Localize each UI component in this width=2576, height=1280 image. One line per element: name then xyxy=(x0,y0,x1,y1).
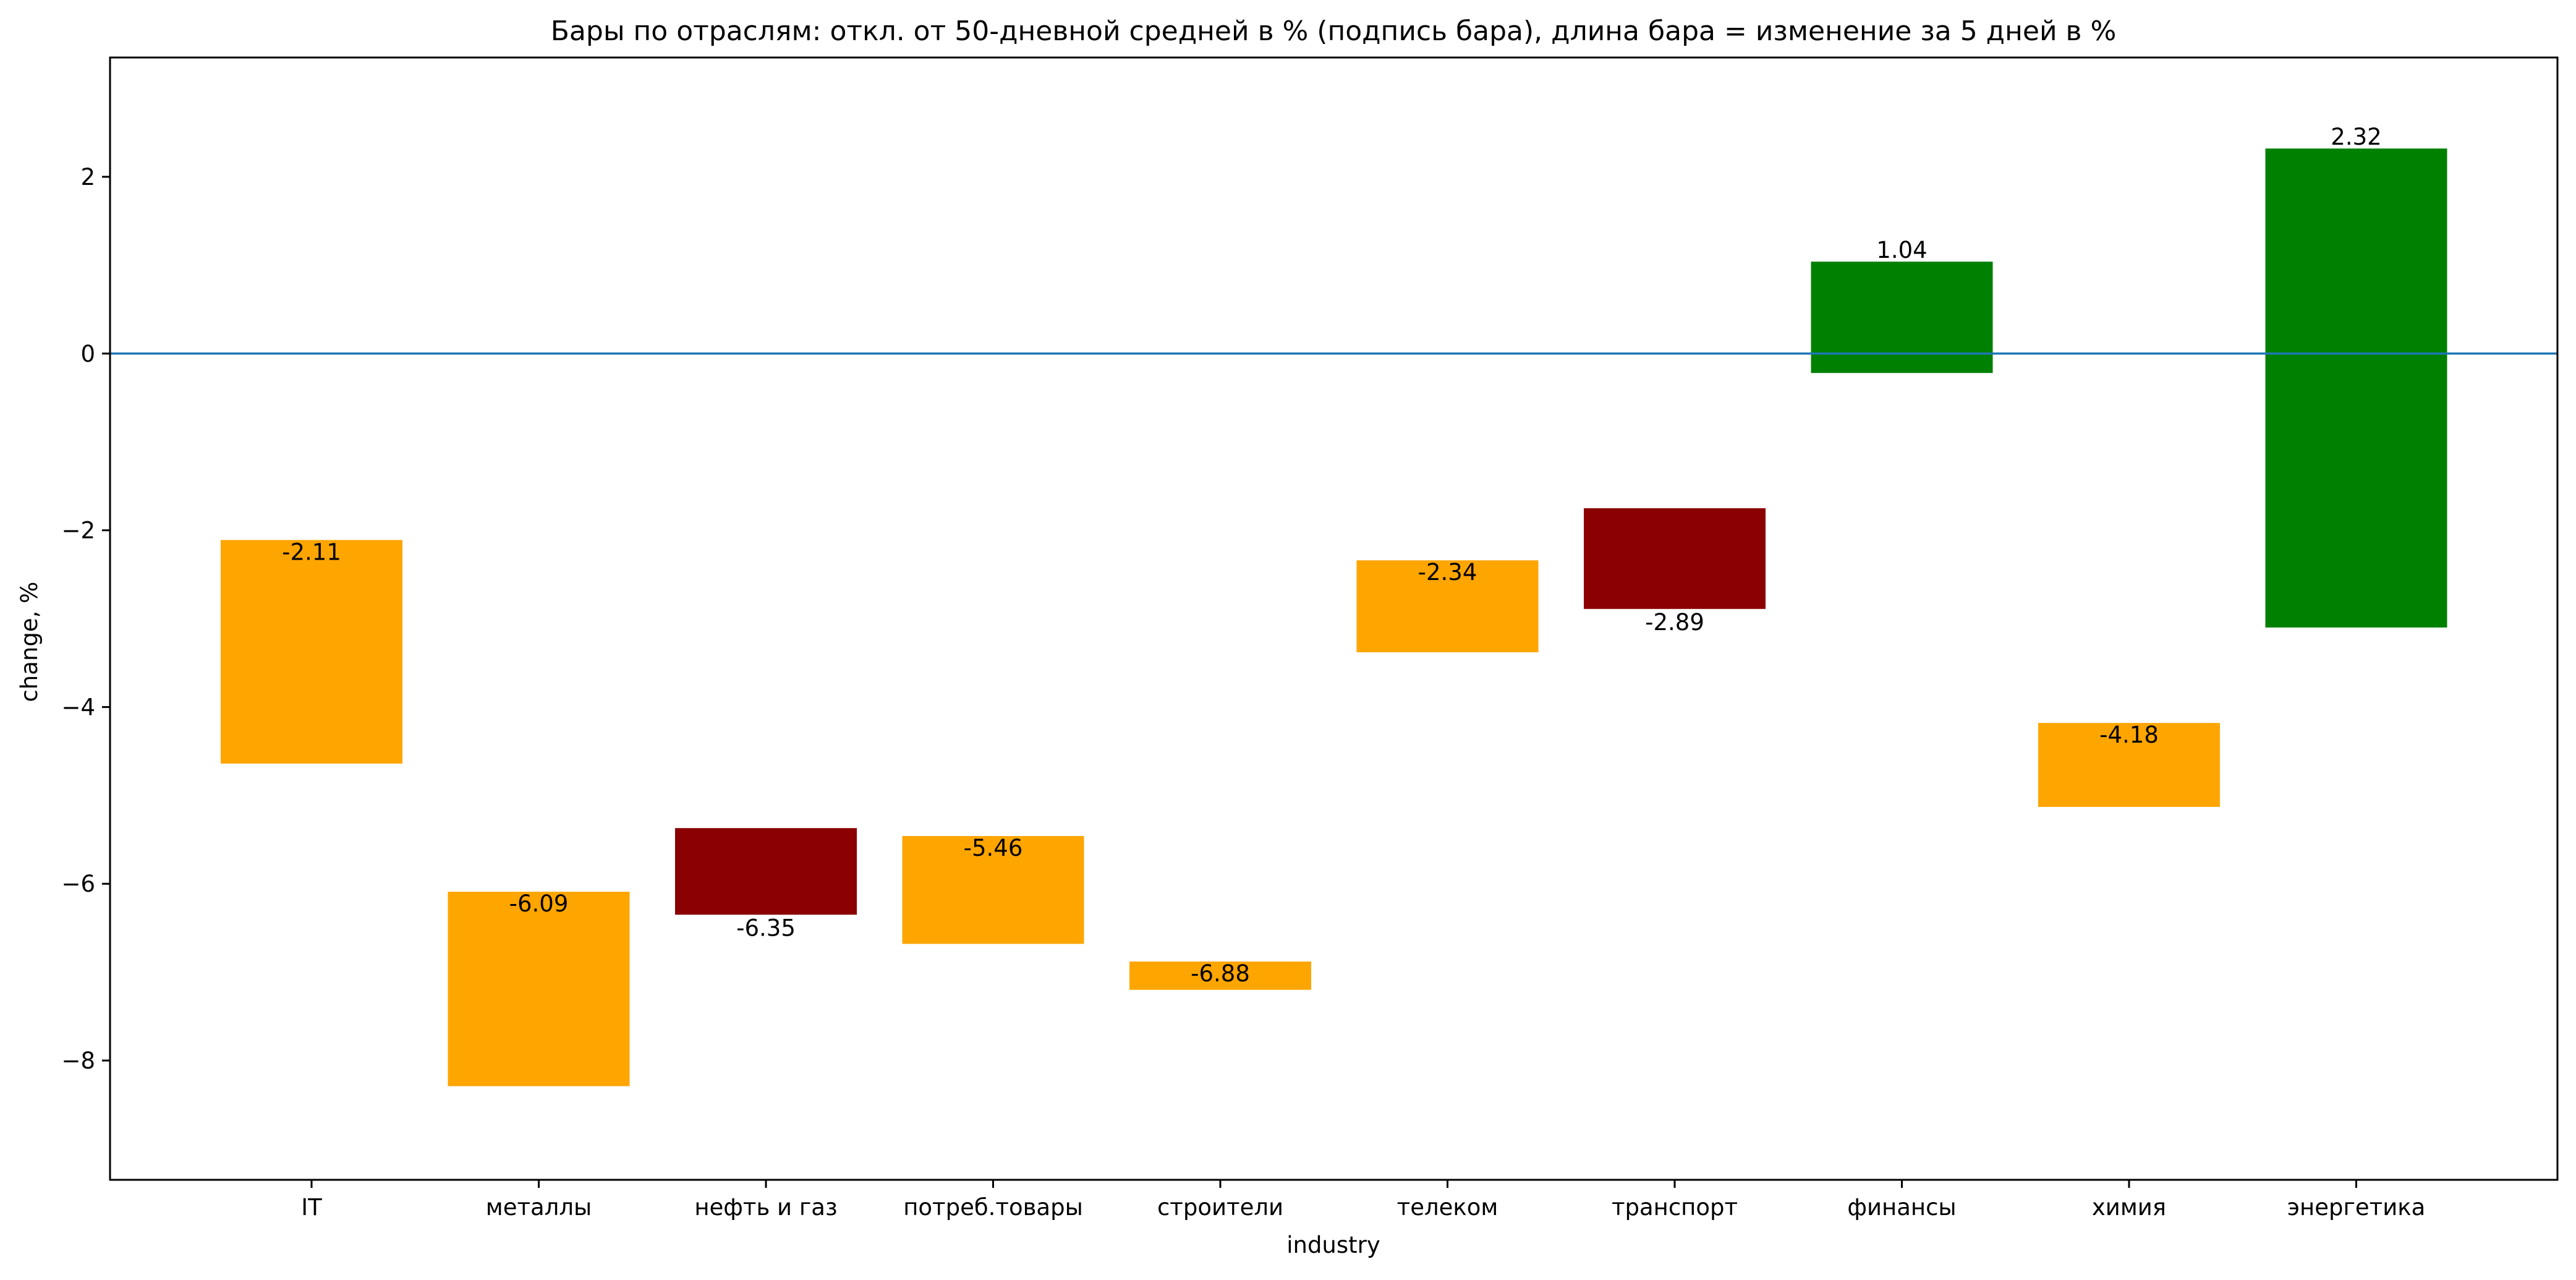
x-tick-label: нефть и газ xyxy=(694,1194,837,1221)
bar-4 xyxy=(902,836,1084,944)
bar-value-label-4: -5.46 xyxy=(964,835,1023,861)
x-tick-label: потреб.товары xyxy=(903,1194,1083,1221)
bar-5 xyxy=(1129,962,1311,990)
bar-labels-layer: -2.11 -6.09 -6.35 -5.46 -6.88 -2.34 -2.89 1.04 -… xyxy=(282,124,2382,987)
y-axis-label: change, % xyxy=(16,582,43,702)
bar-7 xyxy=(1584,508,1766,609)
bar-9 xyxy=(2038,723,2220,807)
bar-1 xyxy=(221,540,402,764)
x-tick-label: металлы xyxy=(486,1194,592,1221)
bar-value-label-5: -6.88 xyxy=(1191,960,1250,987)
bar-value-label-1: -2.11 xyxy=(282,539,341,565)
bar-value-label-10: 2.32 xyxy=(2331,124,2381,150)
y-tick-label: 0 xyxy=(80,341,95,367)
x-tick-label: строители xyxy=(1157,1194,1283,1221)
y-tick-label: 2 xyxy=(80,164,95,190)
y-tick-label: −8 xyxy=(61,1047,95,1074)
x-tick-label: финансы xyxy=(1847,1194,1956,1221)
bar-10 xyxy=(2265,148,2447,628)
x-tick-label: IT xyxy=(301,1194,322,1221)
bar-value-label-2: -6.09 xyxy=(509,890,569,917)
x-tick-label: транспорт xyxy=(1612,1194,1738,1221)
plot-area-frame xyxy=(109,56,2559,1181)
bar-value-label-7: -2.89 xyxy=(1645,609,1704,636)
bar-6 xyxy=(1356,560,1539,652)
bar-value-label-9: -4.18 xyxy=(2099,722,2159,748)
bar-value-label-6: -2.34 xyxy=(1418,559,1477,586)
x-tick-label: энергетика xyxy=(2287,1194,2426,1221)
y-tick-label: −2 xyxy=(61,518,95,544)
x-tick-label: химия xyxy=(2092,1194,2166,1221)
bar-8 xyxy=(1811,262,1993,373)
x-axis-ticks: IT металлы нефть и газ потреб.товары строите… xyxy=(301,1180,2425,1221)
x-tick-label: телеком xyxy=(1397,1194,1498,1221)
y-axis-ticks: 2 0 −2 −4 −6 −8 xyxy=(61,164,110,1074)
bar-2 xyxy=(448,892,630,1086)
chart-title: Бары по отраслям: откл. от 50-дневной ср… xyxy=(551,15,2117,47)
bar-value-label-8: 1.04 xyxy=(1876,237,1927,263)
bar-3 xyxy=(675,828,857,915)
bars-layer xyxy=(221,148,2447,1086)
bar-value-label-3: -6.35 xyxy=(736,915,796,941)
x-axis-label: industry xyxy=(1286,1232,1380,1258)
y-tick-label: −4 xyxy=(61,694,95,720)
y-tick-label: −6 xyxy=(61,871,95,897)
